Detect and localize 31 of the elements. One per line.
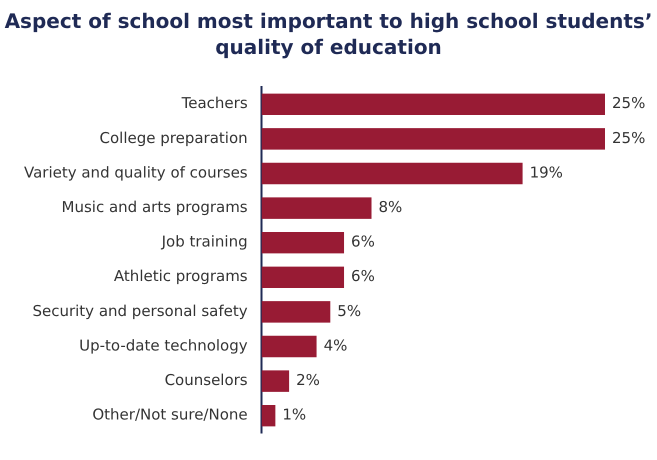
bar	[262, 266, 344, 288]
y-tick-label: Athletic programs	[114, 267, 248, 286]
chart-title: Aspect of school most important to high school students’ quality of education	[4, 8, 654, 61]
data-label: 25%	[612, 94, 646, 112]
y-tick-label: Security and personal safety	[32, 302, 248, 320]
y-tick-label: Up-to-date technology	[79, 336, 248, 354]
bar	[262, 197, 372, 219]
data-label: 5%	[337, 302, 362, 320]
y-tick-label: Job training	[160, 232, 248, 251]
bar	[262, 370, 290, 392]
data-label: 1%	[282, 406, 306, 424]
bar	[262, 336, 317, 358]
bar	[262, 94, 605, 116]
data-label: 6%	[351, 267, 375, 286]
data-label: 8%	[378, 198, 402, 216]
data-label: 4%	[324, 336, 348, 354]
y-tick-label: Teachers	[180, 94, 248, 112]
y-tick-label: Variety and quality of courses	[24, 163, 248, 182]
y-tick-label: Music and arts programs	[62, 198, 248, 216]
y-tick-label: College preparation	[100, 128, 248, 147]
bar	[262, 128, 605, 150]
data-label: 2%	[296, 370, 320, 389]
bar	[262, 162, 523, 184]
bar	[262, 404, 276, 426]
data-label: 25%	[612, 128, 646, 147]
bar	[262, 232, 344, 254]
data-label: 6%	[351, 232, 375, 251]
data-label: 19%	[530, 163, 563, 182]
y-tick-label: Other/Not sure/None	[92, 406, 248, 424]
y-tick-label: Counselors	[164, 370, 248, 389]
bar	[262, 301, 330, 323]
